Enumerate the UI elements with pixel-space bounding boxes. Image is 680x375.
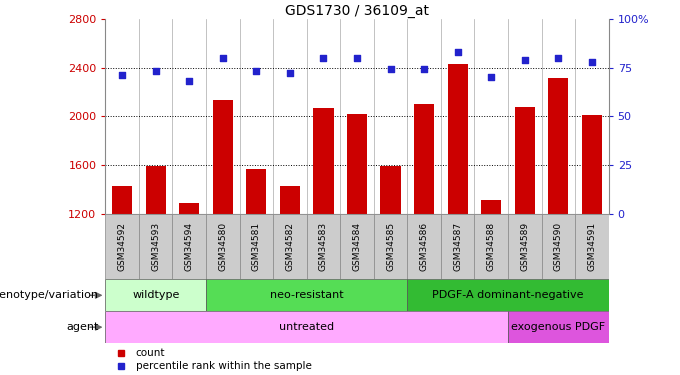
Bar bbox=[146, 166, 166, 214]
Point bbox=[352, 55, 362, 61]
Bar bbox=[105, 214, 139, 279]
Bar bbox=[541, 214, 575, 279]
Point bbox=[284, 70, 295, 76]
Point bbox=[150, 68, 161, 74]
Title: GDS1730 / 36109_at: GDS1730 / 36109_at bbox=[285, 4, 429, 18]
Point bbox=[520, 57, 530, 63]
Bar bbox=[548, 78, 568, 214]
Bar bbox=[307, 214, 340, 279]
Bar bbox=[239, 214, 273, 279]
Bar bbox=[475, 214, 508, 279]
Bar bbox=[105, 279, 206, 311]
Point bbox=[553, 55, 564, 61]
Text: GSM34591: GSM34591 bbox=[588, 222, 596, 271]
Text: agent: agent bbox=[66, 322, 99, 332]
Point bbox=[586, 58, 597, 64]
Bar bbox=[582, 115, 602, 214]
Point bbox=[486, 74, 496, 80]
Bar bbox=[508, 214, 541, 279]
Point bbox=[419, 66, 430, 72]
Bar bbox=[213, 100, 233, 214]
Text: GSM34588: GSM34588 bbox=[487, 222, 496, 271]
Point bbox=[318, 55, 329, 61]
Bar bbox=[414, 104, 434, 214]
Text: GSM34593: GSM34593 bbox=[151, 222, 160, 271]
Bar bbox=[313, 108, 333, 214]
Bar bbox=[340, 214, 374, 279]
Text: wildtype: wildtype bbox=[132, 290, 180, 300]
Bar bbox=[347, 114, 367, 214]
Text: genotype/variation: genotype/variation bbox=[0, 290, 99, 300]
Text: GSM34587: GSM34587 bbox=[453, 222, 462, 271]
Text: GSM34584: GSM34584 bbox=[352, 222, 362, 271]
Text: GSM34580: GSM34580 bbox=[218, 222, 227, 271]
Bar bbox=[206, 214, 239, 279]
Bar bbox=[481, 200, 501, 214]
Point bbox=[251, 68, 262, 74]
Bar bbox=[374, 214, 407, 279]
Text: GSM34592: GSM34592 bbox=[118, 222, 126, 271]
Bar bbox=[105, 311, 508, 343]
Bar bbox=[508, 311, 609, 343]
Text: neo-resistant: neo-resistant bbox=[270, 290, 343, 300]
Bar bbox=[515, 106, 534, 214]
Point bbox=[184, 78, 194, 84]
Text: GSM34586: GSM34586 bbox=[420, 222, 428, 271]
Text: GSM34583: GSM34583 bbox=[319, 222, 328, 271]
Bar bbox=[273, 214, 307, 279]
Point bbox=[218, 55, 228, 61]
Legend: count, percentile rank within the sample: count, percentile rank within the sample bbox=[111, 348, 311, 372]
Text: PDGF-A dominant-negative: PDGF-A dominant-negative bbox=[432, 290, 583, 300]
Text: GSM34585: GSM34585 bbox=[386, 222, 395, 271]
Bar bbox=[112, 186, 132, 214]
Bar bbox=[139, 214, 173, 279]
Point bbox=[117, 72, 128, 78]
Text: GSM34581: GSM34581 bbox=[252, 222, 261, 271]
Text: GSM34594: GSM34594 bbox=[185, 222, 194, 271]
Bar bbox=[575, 214, 609, 279]
Bar bbox=[441, 214, 475, 279]
Bar bbox=[280, 186, 300, 214]
Point bbox=[452, 49, 463, 55]
Bar bbox=[447, 64, 468, 214]
Bar bbox=[246, 169, 267, 214]
Point bbox=[385, 66, 396, 72]
Bar bbox=[180, 203, 199, 214]
Bar bbox=[407, 279, 609, 311]
Text: untreated: untreated bbox=[279, 322, 335, 332]
Bar bbox=[206, 279, 407, 311]
Bar bbox=[381, 166, 401, 214]
Bar bbox=[407, 214, 441, 279]
Text: GSM34582: GSM34582 bbox=[286, 222, 294, 271]
Text: GSM34589: GSM34589 bbox=[520, 222, 529, 271]
Text: exogenous PDGF: exogenous PDGF bbox=[511, 322, 605, 332]
Text: GSM34590: GSM34590 bbox=[554, 222, 563, 271]
Bar bbox=[173, 214, 206, 279]
